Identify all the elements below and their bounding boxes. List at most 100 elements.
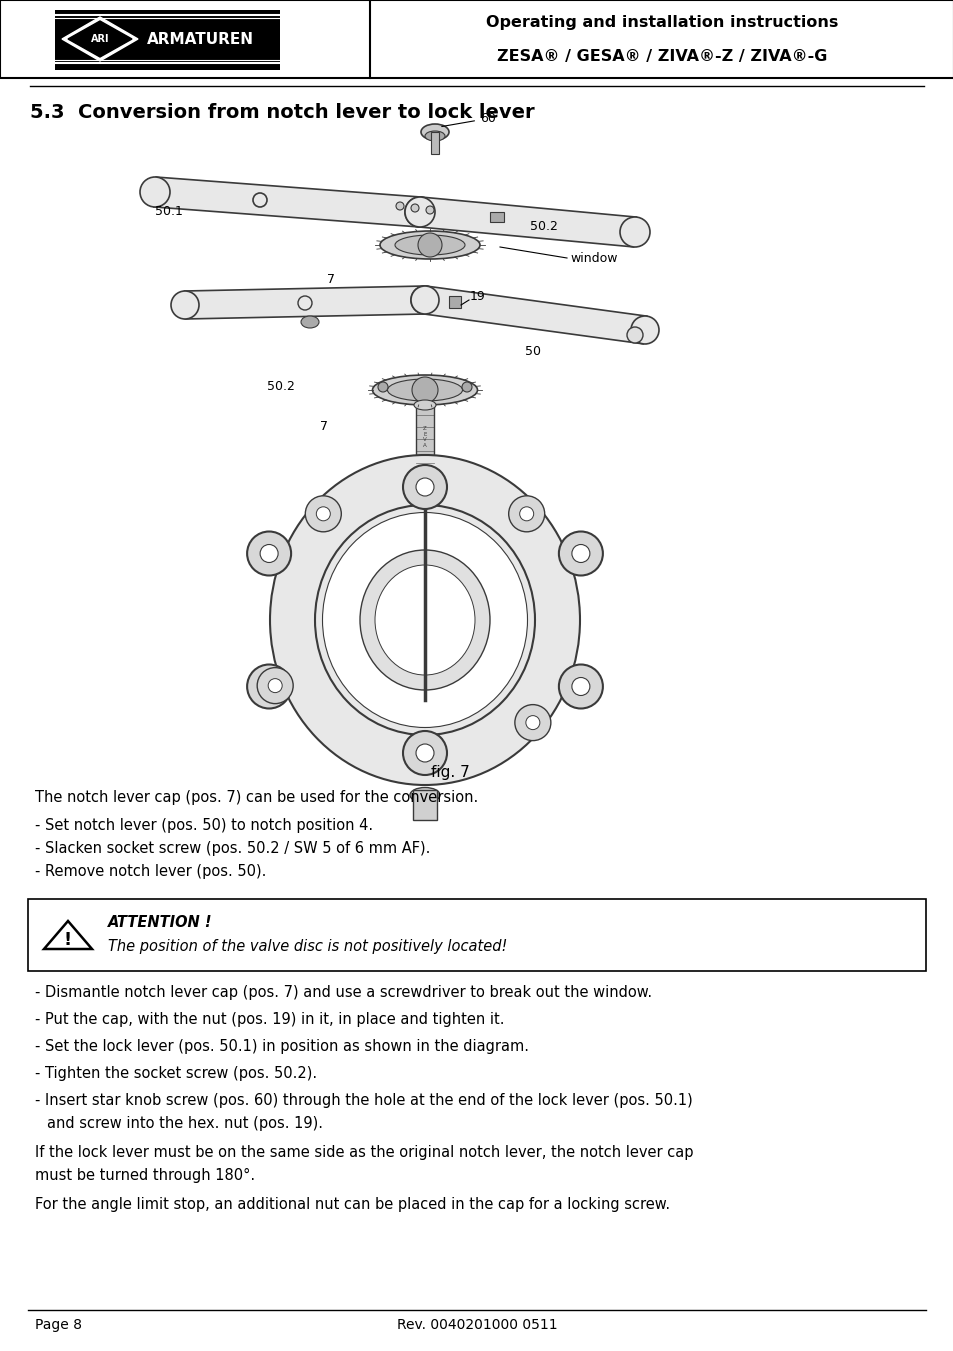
- Text: Z
E
V
A: Z E V A: [423, 426, 426, 449]
- Ellipse shape: [410, 788, 439, 802]
- Circle shape: [416, 744, 434, 762]
- Circle shape: [402, 731, 447, 775]
- Polygon shape: [44, 921, 91, 948]
- Text: ATTENTION !: ATTENTION !: [108, 915, 213, 929]
- Bar: [413, 790, 436, 820]
- Ellipse shape: [372, 376, 477, 405]
- Circle shape: [571, 544, 589, 562]
- Circle shape: [571, 677, 589, 696]
- Text: window: window: [569, 253, 617, 265]
- Circle shape: [558, 665, 602, 708]
- Circle shape: [426, 205, 434, 213]
- Circle shape: [297, 296, 312, 309]
- Bar: [0, 0, 953, 78]
- Circle shape: [630, 316, 659, 345]
- Circle shape: [260, 544, 278, 562]
- Ellipse shape: [399, 467, 450, 484]
- Text: ZESA® / GESA® / ZIVA®-Z / ZIVA®-G: ZESA® / GESA® / ZIVA®-Z / ZIVA®-G: [497, 49, 826, 63]
- Bar: [28, 898, 925, 971]
- Text: - Insert star knob screw (pos. 60) through the hole at the end of the lock lever: - Insert star knob screw (pos. 60) throu…: [35, 1093, 692, 1108]
- Circle shape: [519, 507, 533, 521]
- Circle shape: [461, 382, 472, 392]
- Circle shape: [247, 665, 291, 708]
- Text: 50.1: 50.1: [154, 205, 183, 218]
- Ellipse shape: [424, 131, 444, 141]
- Polygon shape: [68, 22, 132, 57]
- Text: 7: 7: [327, 273, 335, 286]
- Circle shape: [405, 197, 435, 227]
- Text: - Set notch lever (pos. 50) to notch position 4.: - Set notch lever (pos. 50) to notch pos…: [35, 817, 373, 834]
- Text: Page 8: Page 8: [35, 1319, 82, 1332]
- Circle shape: [515, 705, 550, 740]
- Text: ARI: ARI: [91, 34, 110, 45]
- Circle shape: [253, 193, 267, 207]
- Circle shape: [508, 496, 544, 532]
- Circle shape: [417, 232, 441, 257]
- Bar: [449, 296, 460, 308]
- Text: fig. 7: fig. 7: [430, 765, 469, 780]
- Text: For the angle limit stop, an additional nut can be placed in the cap for a locki: For the angle limit stop, an additional …: [35, 1197, 669, 1212]
- Ellipse shape: [301, 316, 318, 328]
- Circle shape: [171, 290, 199, 319]
- Text: The position of the valve disc is not positively located!: The position of the valve disc is not po…: [108, 939, 507, 954]
- Circle shape: [411, 286, 438, 313]
- Ellipse shape: [314, 505, 535, 735]
- Text: The notch lever cap (pos. 7) can be used for the conversion.: The notch lever cap (pos. 7) can be used…: [35, 790, 477, 805]
- Polygon shape: [418, 197, 636, 247]
- Text: 60: 60: [441, 112, 496, 127]
- Bar: [55, 9, 280, 70]
- Polygon shape: [62, 18, 138, 61]
- Circle shape: [377, 382, 388, 392]
- Polygon shape: [185, 286, 425, 319]
- Text: Operating and installation instructions: Operating and installation instructions: [485, 15, 838, 30]
- Text: - Set the lock lever (pos. 50.1) in position as shown in the diagram.: - Set the lock lever (pos. 50.1) in posi…: [35, 1039, 529, 1054]
- Text: 7: 7: [319, 420, 328, 434]
- Circle shape: [402, 465, 447, 509]
- Text: ARMATUREN: ARMATUREN: [147, 31, 253, 46]
- Circle shape: [558, 531, 602, 576]
- Circle shape: [411, 204, 418, 212]
- Circle shape: [416, 478, 434, 496]
- Ellipse shape: [420, 124, 449, 141]
- Text: Rev. 0040201000 0511: Rev. 0040201000 0511: [396, 1319, 557, 1332]
- Ellipse shape: [395, 235, 464, 255]
- Bar: [431, 132, 438, 154]
- Text: If the lock lever must be on the same side as the original notch lever, the notc: If the lock lever must be on the same si…: [35, 1146, 693, 1161]
- Circle shape: [626, 327, 642, 343]
- Text: - Tighten the socket screw (pos. 50.2).: - Tighten the socket screw (pos. 50.2).: [35, 1066, 316, 1081]
- Ellipse shape: [375, 565, 475, 676]
- Text: 5.3  Conversion from notch lever to lock lever: 5.3 Conversion from notch lever to lock …: [30, 103, 534, 122]
- Text: !: !: [64, 931, 72, 948]
- Circle shape: [316, 507, 330, 521]
- Text: - Put the cap, with the nut (pos. 19) in it, in place and tighten it.: - Put the cap, with the nut (pos. 19) in…: [35, 1012, 504, 1027]
- Text: and screw into the hex. nut (pos. 19).: and screw into the hex. nut (pos. 19).: [47, 1116, 323, 1131]
- Bar: [490, 212, 503, 222]
- Text: - Dismantle notch lever cap (pos. 7) and use a screwdriver to break out the wind: - Dismantle notch lever cap (pos. 7) and…: [35, 985, 652, 1000]
- Circle shape: [140, 177, 170, 207]
- Circle shape: [411, 286, 438, 313]
- Circle shape: [257, 667, 293, 704]
- Circle shape: [525, 716, 539, 730]
- Text: 50: 50: [524, 345, 540, 358]
- Text: - Slacken socket screw (pos. 50.2 / SW 5 of 6 mm AF).: - Slacken socket screw (pos. 50.2 / SW 5…: [35, 842, 430, 857]
- Ellipse shape: [379, 231, 479, 259]
- Text: 50.2: 50.2: [530, 220, 558, 232]
- Ellipse shape: [270, 455, 579, 785]
- Circle shape: [412, 377, 437, 403]
- Ellipse shape: [387, 380, 462, 401]
- Ellipse shape: [359, 550, 490, 690]
- Bar: [416, 405, 434, 470]
- Circle shape: [405, 197, 435, 227]
- Text: 50.2: 50.2: [267, 380, 294, 393]
- Circle shape: [619, 218, 649, 247]
- Circle shape: [260, 677, 278, 696]
- Text: must be turned through 180°.: must be turned through 180°.: [35, 1169, 254, 1183]
- Text: - Remove notch lever (pos. 50).: - Remove notch lever (pos. 50).: [35, 865, 266, 880]
- Circle shape: [247, 531, 291, 576]
- Circle shape: [395, 203, 403, 209]
- Text: 19: 19: [470, 290, 485, 303]
- Ellipse shape: [322, 512, 527, 727]
- Circle shape: [305, 496, 341, 532]
- Ellipse shape: [414, 400, 436, 409]
- Polygon shape: [153, 177, 420, 227]
